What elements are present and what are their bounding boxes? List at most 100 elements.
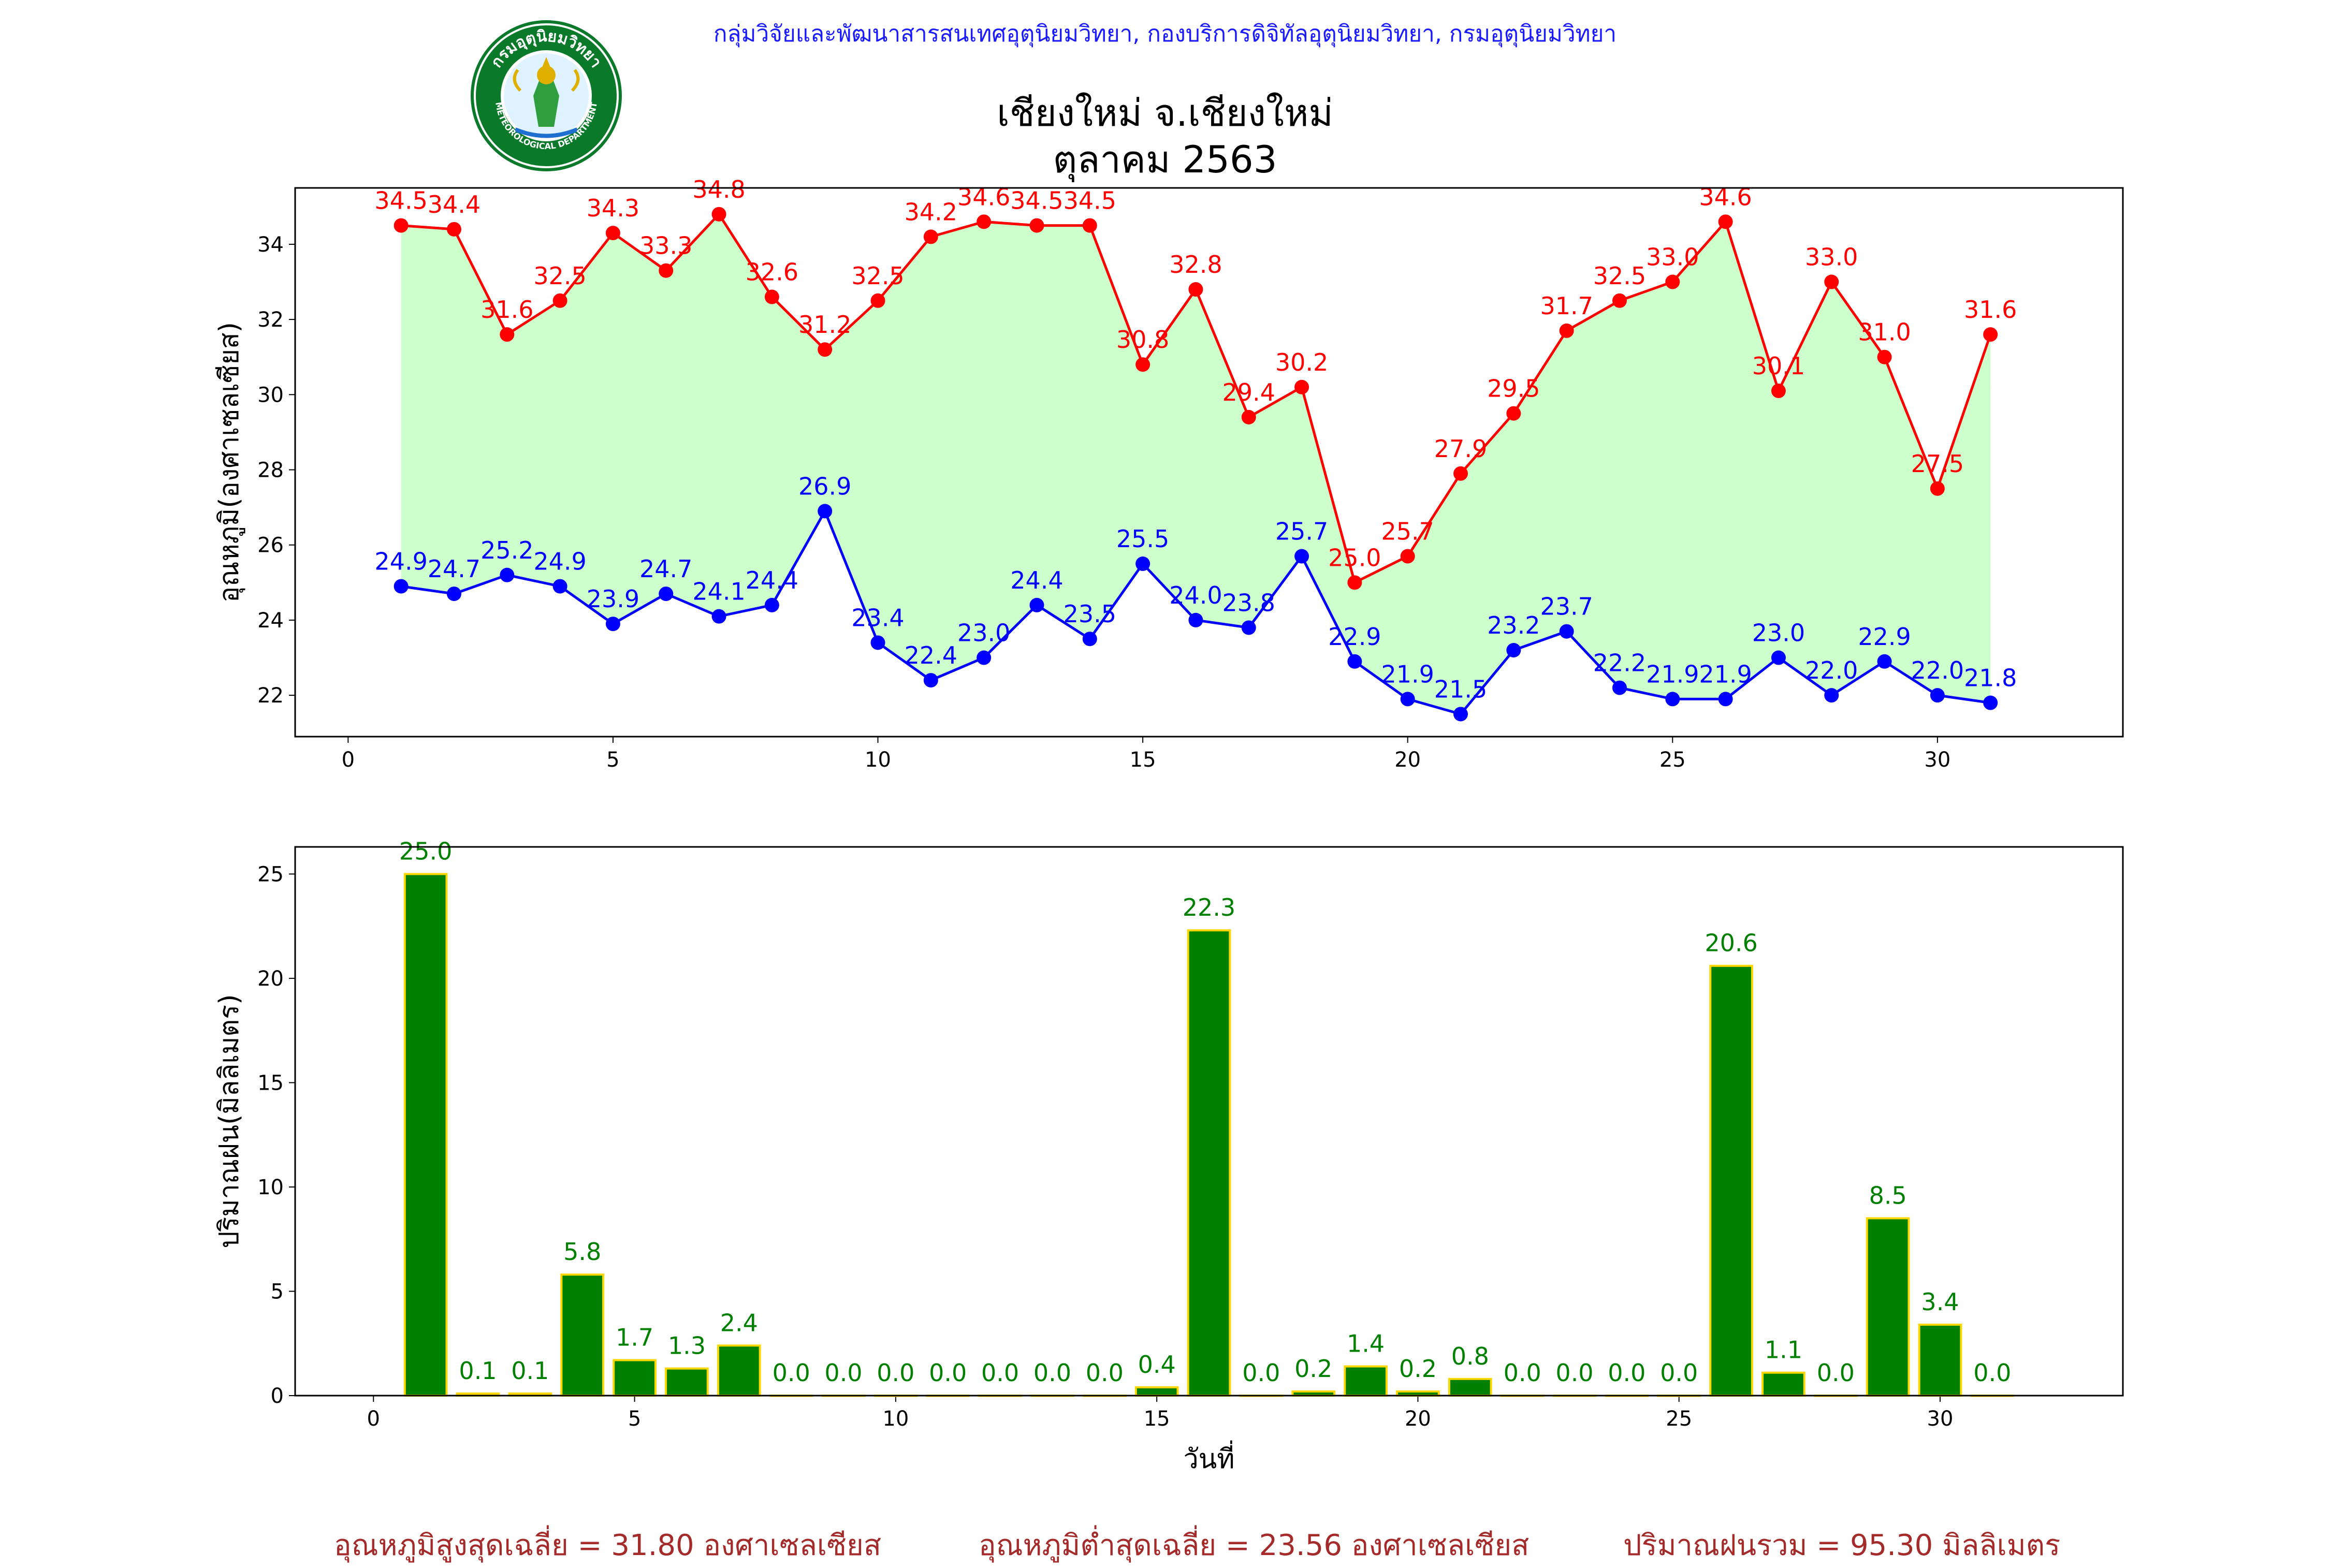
rain-bar-label: 0.0 [981, 1359, 1019, 1387]
y-tick-label: 34 [257, 233, 284, 257]
min-temp-point [870, 635, 885, 650]
y-tick-label: 0 [271, 1384, 284, 1408]
rain-bar-label: 1.7 [616, 1323, 653, 1351]
rain-bar [1187, 929, 1231, 1397]
rain-bar-label: 3.4 [1921, 1288, 1959, 1316]
min-temp-label: 23.5 [1064, 600, 1116, 628]
min-temp-point [1559, 624, 1574, 639]
chart-title-station: เชียงใหม่ จ.เชียงใหม่ [997, 91, 1333, 135]
min-temp-label: 24.7 [639, 555, 692, 583]
rain-bar-label: 0.0 [877, 1359, 914, 1387]
min-temp-label: 23.9 [587, 585, 639, 613]
y-tick-label: 30 [257, 383, 284, 407]
rain-bar-label: 0.0 [1033, 1359, 1071, 1387]
max-temp-point [605, 226, 620, 241]
max-temp-point [923, 229, 938, 244]
x-tick-label: 10 [865, 748, 891, 772]
min-temp-point [552, 579, 567, 594]
rain-bar-label: 0.0 [1504, 1359, 1541, 1387]
x-tick-label: 5 [606, 748, 619, 772]
min-temp-label: 22.4 [905, 641, 957, 669]
max-temp-label: 27.9 [1434, 435, 1487, 463]
rain-bar-label: 22.3 [1183, 893, 1235, 921]
min-temp-point [1294, 549, 1309, 564]
min-temp-point [1877, 654, 1892, 669]
max-temp-label: 25.0 [1328, 544, 1381, 571]
x-tick-label: 20 [1405, 1407, 1431, 1431]
max-temp-point [1241, 409, 1256, 424]
max-temp-point [394, 218, 409, 233]
min-temp-point [1082, 632, 1097, 647]
rain-bar [613, 1359, 657, 1397]
max-temp-label: 34.4 [428, 190, 480, 218]
min-temp-label: 22.0 [1911, 656, 1964, 684]
min-temp-label: 22.0 [1805, 656, 1858, 684]
y-tick-label: 5 [271, 1280, 284, 1303]
min-temp-label: 22.9 [1858, 623, 1911, 651]
rain-bar [1344, 1365, 1388, 1397]
summary-avg-min: อุณหภูมิต่ำสุดเฉลี่ย = 23.56 องศาเซลเซีย… [979, 1529, 1530, 1562]
max-temp-point [552, 293, 567, 308]
max-temp-point [977, 214, 992, 229]
min-temp-point [923, 673, 938, 688]
rain-bar-label: 0.0 [929, 1359, 967, 1387]
min-temp-point [818, 504, 833, 519]
min-temp-label: 24.7 [428, 555, 480, 583]
rain-bar-label: 1.4 [1347, 1330, 1385, 1358]
rain-bar [1709, 964, 1753, 1397]
min-temp-label: 23.0 [957, 619, 1010, 647]
min-temp-label: 24.9 [533, 548, 586, 576]
rain-bar [665, 1367, 709, 1397]
min-temp-label: 22.2 [1593, 649, 1646, 677]
max-temp-point [1665, 274, 1680, 289]
rain-bar-label: 0.1 [459, 1357, 497, 1385]
rain-bar-label: 0.0 [1086, 1359, 1124, 1387]
y-tick-label: 26 [257, 534, 284, 558]
max-temp-label: 32.8 [1169, 251, 1222, 279]
min-temp-point [1400, 692, 1415, 707]
min-temp-label: 21.8 [1964, 664, 2017, 692]
max-temp-point [711, 207, 726, 222]
rain-bar-label: 1.3 [668, 1332, 706, 1360]
x-tick-label: 5 [628, 1407, 641, 1431]
rain-bar [1918, 1323, 1962, 1397]
max-temp-point [870, 293, 885, 308]
rain-bar-label: 1.1 [1765, 1336, 1802, 1364]
max-temp-label: 34.5 [374, 187, 427, 215]
rain-bar-label: 0.0 [1973, 1359, 2011, 1387]
x-tick-label: 25 [1666, 1407, 1692, 1431]
y-axis-label: อุณหภูมิ(องศาเซลเซียส) [214, 322, 245, 603]
max-temp-point [1453, 466, 1468, 481]
rain-bar-label: 20.6 [1705, 929, 1757, 957]
min-temp-label: 21.9 [1646, 660, 1699, 688]
min-temp-label: 25.5 [1116, 525, 1169, 553]
max-temp-label: 32.5 [533, 262, 586, 290]
min-temp-point [1135, 556, 1151, 571]
max-temp-point [1082, 218, 1097, 233]
rain-bar [1448, 1378, 1492, 1397]
max-temp-point [1347, 575, 1362, 590]
rain-bar [560, 1273, 605, 1397]
min-temp-label: 24.1 [692, 578, 745, 606]
min-temp-label: 21.5 [1434, 675, 1487, 703]
min-temp-point [711, 609, 726, 624]
min-temp-label: 24.0 [1169, 581, 1222, 609]
rain-bar-label: 0.0 [1242, 1359, 1280, 1387]
min-temp-label: 25.7 [1275, 518, 1328, 546]
rain-bar-label: 0.8 [1451, 1342, 1489, 1370]
rain-bar [1866, 1217, 1910, 1397]
x-tick-label: 30 [1924, 748, 1950, 772]
x-tick-label: 20 [1394, 748, 1421, 772]
min-temp-label: 21.9 [1699, 660, 1752, 688]
max-temp-label: 27.5 [1911, 450, 1964, 478]
x-tick-label: 10 [882, 1407, 909, 1431]
min-temp-label: 23.8 [1222, 589, 1275, 617]
rain-bar-label: 0.1 [511, 1357, 549, 1385]
max-temp-label: 34.6 [957, 183, 1010, 211]
min-temp-label: 24.4 [1010, 566, 1063, 594]
max-temp-point [1877, 349, 1892, 364]
min-temp-label: 22.9 [1328, 623, 1381, 651]
y-axis-label: ปริมาณฝน(มิลลิเมตร) [214, 994, 245, 1248]
rain-bar-label: 0.2 [1294, 1355, 1332, 1383]
